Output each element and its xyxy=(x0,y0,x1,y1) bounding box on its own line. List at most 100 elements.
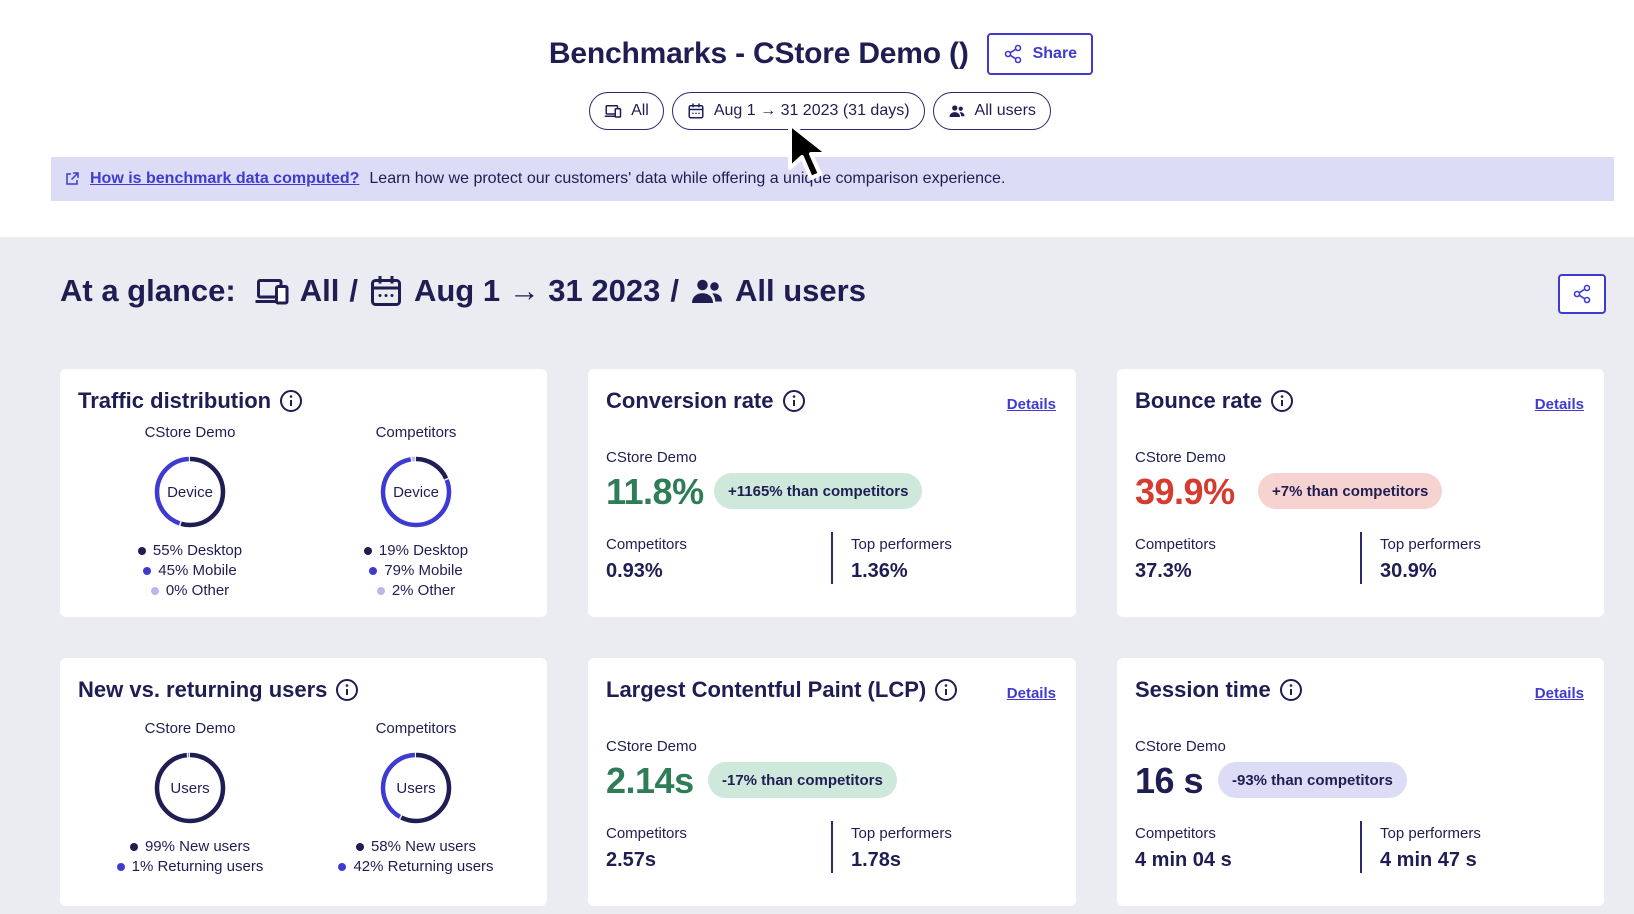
donut-center-label: Device xyxy=(167,483,213,501)
page-title: Benchmarks - CStore Demo () xyxy=(548,37,969,70)
conversion-rate-card: Conversion rate Details CStore Demo 11.8… xyxy=(588,369,1076,617)
legend-label: 0% Other xyxy=(165,582,230,599)
cstore-users-column: CStore Demo Users 99% New users 1% Retur… xyxy=(90,720,290,875)
legend-item: 2% Other xyxy=(376,582,456,599)
legend-dot xyxy=(137,546,146,555)
info-icon[interactable] xyxy=(934,678,958,702)
legend-dot xyxy=(116,862,125,871)
filter-bar: All Aug 1 → 31 2023 (31 days) All users xyxy=(0,92,1634,130)
competitors-value: 0.93% xyxy=(606,560,663,582)
legend-label: 58% New users xyxy=(370,838,477,855)
glance-device: All xyxy=(299,273,340,308)
info-icon[interactable] xyxy=(1279,678,1303,702)
column-label: CStore Demo xyxy=(144,720,236,737)
details-link[interactable]: Details xyxy=(1006,396,1056,413)
details-link[interactable]: Details xyxy=(1534,685,1584,702)
competitors-value: 4 min 04 s xyxy=(1135,849,1232,871)
bounce-rate-card: Bounce rate Details CStore Demo 39.9% +7… xyxy=(1117,369,1604,617)
site-label: CStore Demo xyxy=(1135,449,1226,466)
card-title: Bounce rate xyxy=(1135,388,1263,413)
top-performers-label: Top performers xyxy=(1380,825,1481,842)
glance-separator: / xyxy=(670,273,679,308)
donut-legend: 19% Desktop 79% Mobile 2% Other xyxy=(363,542,469,599)
legend-item: 1% Returning users xyxy=(116,858,263,875)
donut-segment xyxy=(380,752,452,824)
competitors-label: Competitors xyxy=(1135,825,1216,842)
legend-label: 2% Other xyxy=(391,582,456,599)
competitors-value: 2.57s xyxy=(606,849,657,871)
main-content: At a glance: All / Aug 1 → 31 2023 / All… xyxy=(0,237,1634,914)
donut-legend: 58% New users 42% Returning users xyxy=(338,838,494,875)
card-title: New vs. returning users xyxy=(78,677,328,702)
device-filter-label: All xyxy=(631,102,649,119)
share-icon xyxy=(1572,284,1592,304)
card-title: Largest Contentful Paint (LCP) xyxy=(606,677,927,702)
column-label: Competitors xyxy=(375,720,457,737)
card-title: Conversion rate xyxy=(606,388,774,413)
calendar-icon xyxy=(687,102,705,120)
glance-share-button[interactable] xyxy=(1558,274,1606,314)
date-filter-label: Aug 1 → 31 2023 (31 days) xyxy=(713,102,910,119)
share-button-label: Share xyxy=(1032,45,1078,62)
donut-center-label: Users xyxy=(170,779,210,797)
top-performers-label: Top performers xyxy=(851,536,952,553)
share-icon xyxy=(1003,44,1023,64)
info-icon[interactable] xyxy=(335,678,359,702)
users-donut-chart: Users xyxy=(152,750,228,826)
device-filter[interactable]: All xyxy=(589,92,664,130)
share-button[interactable]: Share xyxy=(986,33,1094,75)
benchmark-info-link[interactable]: How is benchmark data computed? xyxy=(90,170,360,187)
divider xyxy=(1360,821,1362,873)
users-icon xyxy=(689,273,725,309)
legend-label: 19% Desktop xyxy=(378,542,469,559)
legend-dot xyxy=(338,862,347,871)
competitors-users-column: Competitors Users 58% New users 42% Retu… xyxy=(316,720,516,875)
competitors-value: 37.3% xyxy=(1135,560,1192,582)
info-icon[interactable] xyxy=(1270,389,1294,413)
divider xyxy=(831,821,833,873)
info-icon[interactable] xyxy=(782,389,806,413)
legend-label: 45% Mobile xyxy=(158,562,237,579)
new-vs-returning-card: New vs. returning users CStore Demo User… xyxy=(60,658,547,906)
devices-icon xyxy=(604,102,622,120)
comparison-badge: -17% than competitors xyxy=(708,762,897,798)
donut-legend: 99% New users 1% Returning users xyxy=(116,838,263,875)
legend-item: 79% Mobile xyxy=(369,562,463,579)
device-donut-chart: Device xyxy=(152,454,228,530)
legend-item: 55% Desktop xyxy=(137,542,242,559)
competitors-label: Competitors xyxy=(606,825,687,842)
top-performers-value: 30.9% xyxy=(1380,560,1437,582)
users-filter-label: All users xyxy=(974,102,1036,119)
donut-center-label: Users xyxy=(396,779,436,797)
donut-segment xyxy=(154,752,226,824)
legend-item: 99% New users xyxy=(129,838,251,855)
details-link[interactable]: Details xyxy=(1006,685,1056,702)
info-icon[interactable] xyxy=(279,389,303,413)
donut-segment xyxy=(380,456,452,528)
comparison-badge: -93% than competitors xyxy=(1218,762,1407,798)
card-title: Traffic distribution xyxy=(78,388,272,413)
legend-label: 79% Mobile xyxy=(384,562,463,579)
legend-label: 42% Returning users xyxy=(353,858,494,875)
glance-prefix: At a glance: xyxy=(60,273,236,308)
competitors-device-column: Competitors Device 19% Desktop 79% Mobil… xyxy=(316,424,516,599)
site-label: CStore Demo xyxy=(606,738,697,755)
site-label: CStore Demo xyxy=(1135,738,1226,755)
legend-dot xyxy=(376,586,385,595)
metric-value: 16 s xyxy=(1135,760,1204,801)
users-filter[interactable]: All users xyxy=(932,92,1051,130)
donut-center-label: Device xyxy=(393,483,439,501)
legend-label: 99% New users xyxy=(144,838,251,855)
cstore-device-column: CStore Demo Device 55% Desktop 45% Mobil… xyxy=(90,424,290,599)
glance-heading: At a glance: All / Aug 1 → 31 2023 / All… xyxy=(60,273,866,309)
column-label: Competitors xyxy=(375,424,457,441)
legend-dot xyxy=(150,586,159,595)
device-donut-chart: Device xyxy=(378,454,454,530)
metric-value: 11.8% xyxy=(606,471,704,512)
legend-dot xyxy=(143,566,152,575)
traffic-distribution-card: Traffic distribution CStore Demo Device … xyxy=(60,369,547,617)
card-title: Session time xyxy=(1135,677,1271,702)
donut-segment xyxy=(380,456,452,528)
details-link[interactable]: Details xyxy=(1534,396,1584,413)
session-time-card: Session time Details CStore Demo 16 s -9… xyxy=(1117,658,1604,906)
